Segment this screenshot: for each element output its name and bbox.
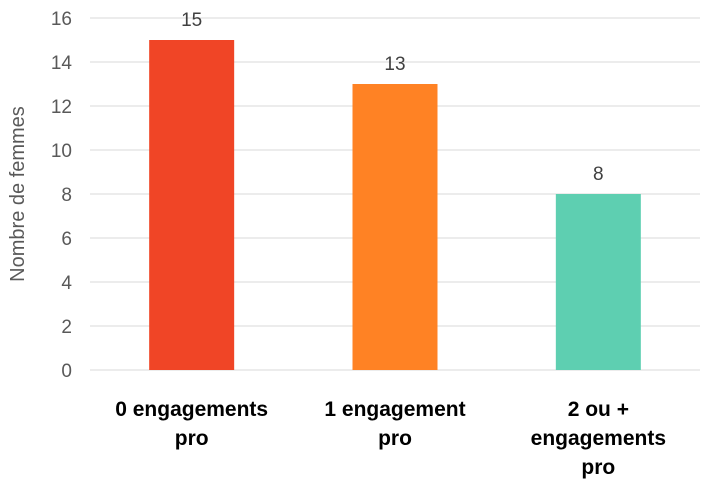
data-label: 15 xyxy=(181,10,202,31)
y-axis-label: Nombre de femmes xyxy=(7,106,29,282)
y-tick-label: 0 xyxy=(61,361,72,382)
y-tick-label: 6 xyxy=(61,229,72,250)
bar xyxy=(149,40,235,370)
y-tick-label: 8 xyxy=(61,185,72,206)
category-label: 2 ou + xyxy=(568,398,629,421)
y-tick-label: 14 xyxy=(51,53,73,74)
data-labels: 15 13 8 xyxy=(181,10,604,185)
y-tick-label: 10 xyxy=(51,141,72,162)
category-label: 1 engagement xyxy=(324,398,465,421)
y-axis-ticks: 0 2 4 6 8 10 12 14 16 xyxy=(51,9,73,382)
data-label: 8 xyxy=(593,164,604,185)
y-tick-label: 4 xyxy=(61,273,72,294)
category-label: pro xyxy=(581,456,615,479)
bars xyxy=(149,40,641,370)
data-label: 13 xyxy=(384,54,405,75)
y-tick-label: 16 xyxy=(51,9,72,30)
category-label: engagements xyxy=(531,427,666,450)
category-labels: 0 engagements pro 1 engagement pro 2 ou + eng… xyxy=(115,398,666,479)
bar xyxy=(352,84,438,370)
y-tick-label: 12 xyxy=(51,97,72,118)
category-label: pro xyxy=(378,427,412,450)
category-label: pro xyxy=(175,427,209,450)
y-tick-label: 2 xyxy=(61,317,72,338)
bar xyxy=(555,194,641,370)
category-label: 0 engagements xyxy=(115,398,268,421)
